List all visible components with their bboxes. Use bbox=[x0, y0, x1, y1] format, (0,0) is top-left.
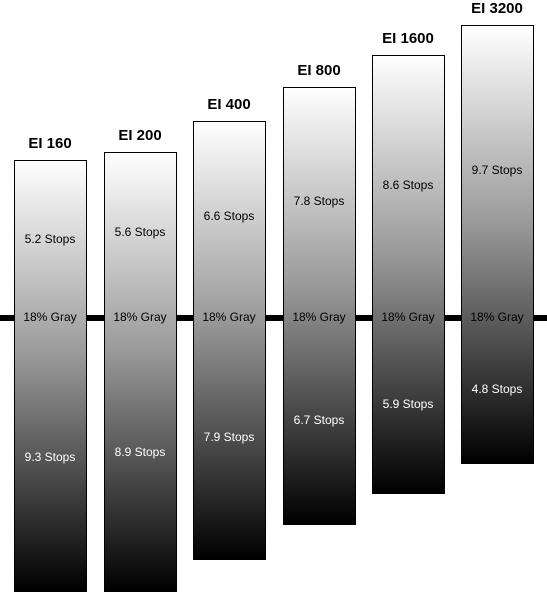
lower-stops: 5.9 Stops bbox=[383, 397, 434, 411]
exposure-bar bbox=[193, 121, 266, 560]
lower-stops: 7.9 Stops bbox=[204, 430, 255, 444]
lower-stops: 8.9 Stops bbox=[115, 445, 166, 459]
lower-stops: 4.8 Stops bbox=[472, 382, 523, 396]
column-label: EI 3200 bbox=[471, 0, 523, 17]
column-label: EI 800 bbox=[297, 62, 340, 79]
lower-stops: 6.7 Stops bbox=[294, 413, 345, 427]
middle-gray: 18% Gray bbox=[381, 310, 434, 324]
upper-stops: 5.6 Stops bbox=[115, 225, 166, 239]
upper-stops: 8.6 Stops bbox=[383, 178, 434, 192]
column-label: EI 200 bbox=[118, 127, 161, 144]
upper-stops: 9.7 Stops bbox=[472, 163, 523, 177]
exposure-bar bbox=[14, 160, 87, 592]
upper-stops: 6.6 Stops bbox=[204, 209, 255, 223]
exposure-bar bbox=[461, 25, 534, 464]
exposure-bar bbox=[372, 55, 445, 494]
middle-gray: 18% Gray bbox=[113, 310, 166, 324]
column-label: EI 400 bbox=[207, 96, 250, 113]
middle-gray: 18% Gray bbox=[23, 310, 76, 324]
column-label: EI 160 bbox=[28, 135, 71, 152]
middle-gray: 18% Gray bbox=[292, 310, 345, 324]
column-label: EI 1600 bbox=[382, 30, 434, 47]
middle-gray: 18% Gray bbox=[202, 310, 255, 324]
mid-line bbox=[0, 315, 547, 321]
middle-gray: 18% Gray bbox=[470, 310, 523, 324]
exposure-bar bbox=[283, 87, 356, 525]
lower-stops: 9.3 Stops bbox=[25, 450, 76, 464]
upper-stops: 5.2 Stops bbox=[25, 232, 76, 246]
upper-stops: 7.8 Stops bbox=[294, 194, 345, 208]
exposure-bar bbox=[104, 152, 177, 592]
